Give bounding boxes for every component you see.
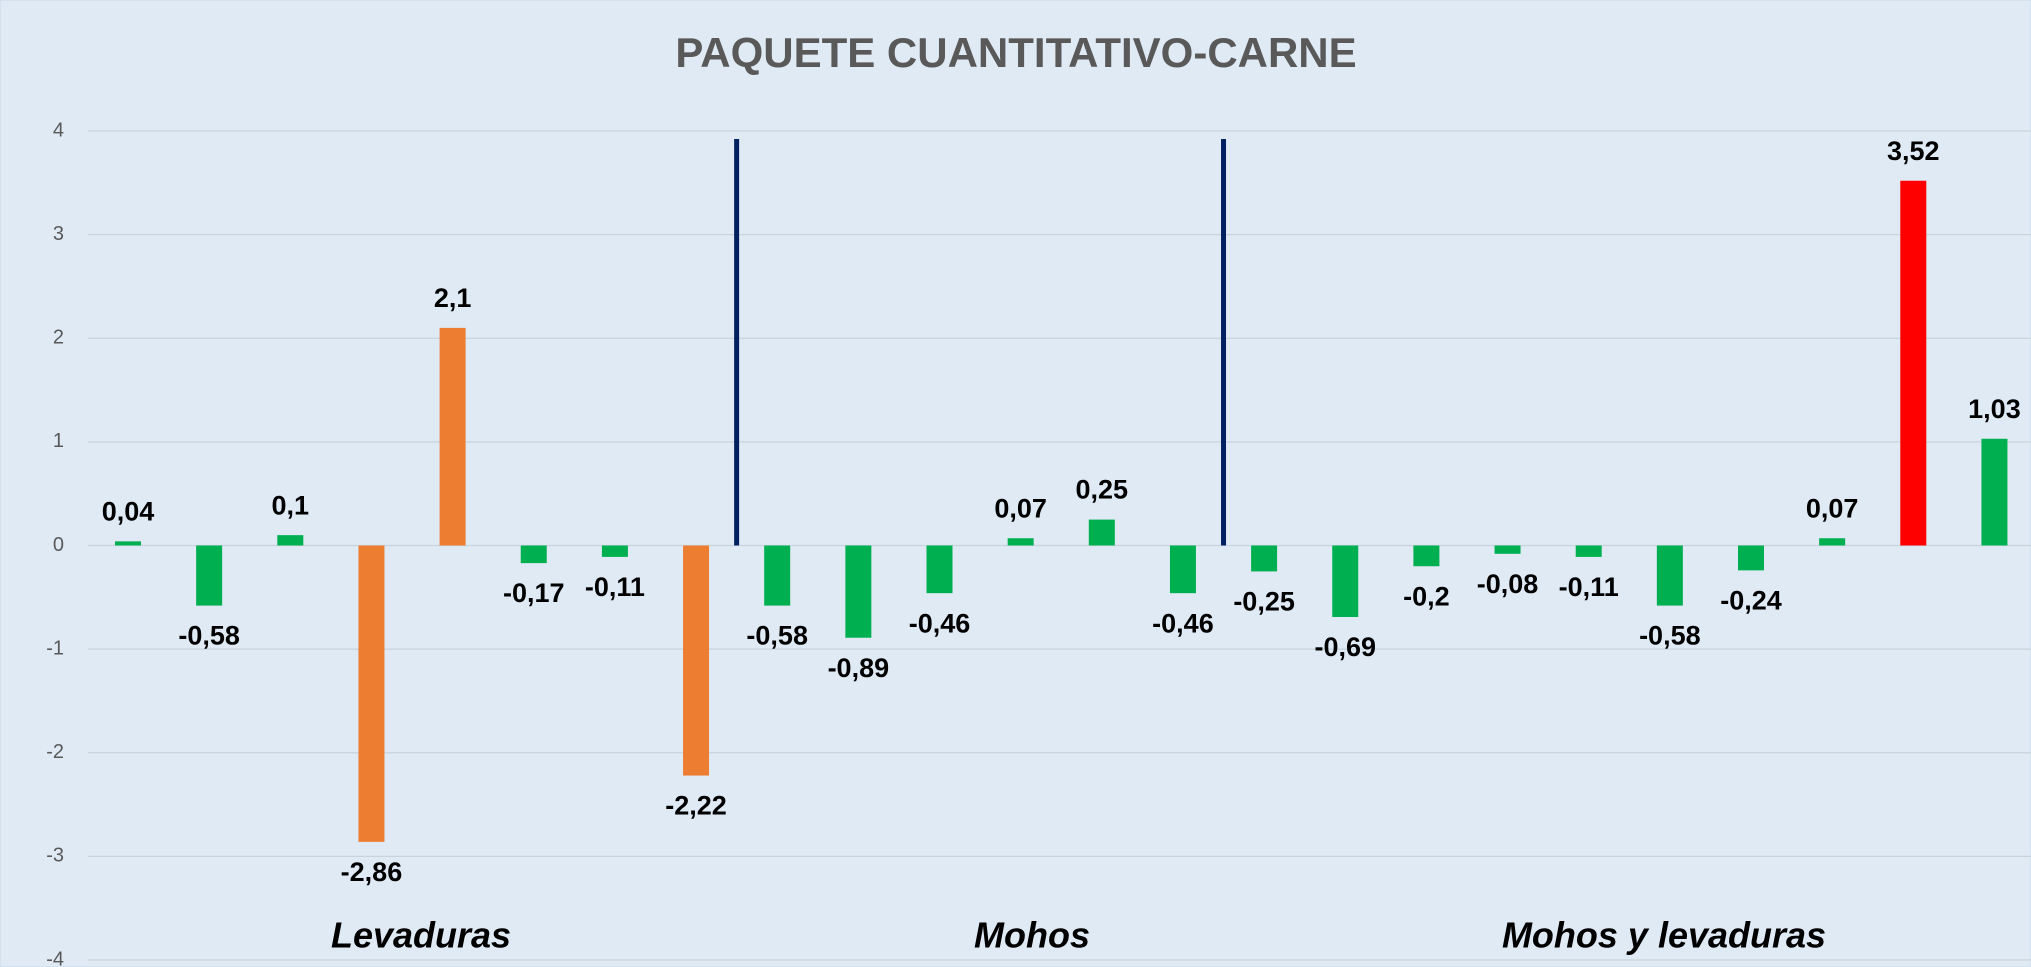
bar bbox=[277, 535, 304, 546]
value-label: -0,69 bbox=[1314, 632, 1376, 662]
value-label: -0,58 bbox=[1639, 621, 1701, 651]
y-tick-label: 1 bbox=[53, 430, 64, 452]
bar bbox=[1007, 538, 1034, 546]
group-label: Mohos bbox=[974, 915, 1090, 956]
value-label: 2,1 bbox=[434, 283, 472, 313]
value-label: -0,2 bbox=[1403, 581, 1450, 611]
bar bbox=[520, 545, 547, 564]
y-tick-label: -2 bbox=[46, 741, 64, 763]
value-label: -0,11 bbox=[585, 572, 645, 602]
bar bbox=[1575, 545, 1602, 557]
value-label: -2,86 bbox=[341, 857, 403, 887]
bar bbox=[1819, 538, 1846, 546]
value-label: -0,11 bbox=[1559, 572, 1619, 602]
value-label: -0,46 bbox=[909, 608, 971, 638]
bar bbox=[358, 545, 385, 842]
bar bbox=[1332, 545, 1359, 618]
value-label: -0,58 bbox=[178, 621, 240, 651]
y-tick-label: 4 bbox=[53, 119, 64, 141]
bar bbox=[1169, 545, 1196, 594]
value-label: -0,08 bbox=[1477, 569, 1539, 599]
value-label: 3,52 bbox=[1887, 136, 1940, 166]
bar bbox=[764, 545, 791, 606]
value-label: -2,22 bbox=[665, 791, 727, 821]
bar bbox=[1494, 545, 1521, 554]
value-label: 0,04 bbox=[102, 496, 155, 526]
bar bbox=[439, 327, 466, 546]
value-label: 1,03 bbox=[1968, 394, 2021, 424]
y-tick-label: -1 bbox=[46, 637, 64, 659]
bar bbox=[601, 545, 628, 557]
bar bbox=[196, 545, 223, 606]
bar bbox=[683, 545, 710, 776]
value-label: 0,07 bbox=[1806, 493, 1859, 523]
y-tick-label: 3 bbox=[53, 223, 64, 245]
bar bbox=[1900, 180, 1927, 546]
value-label: 0,25 bbox=[1076, 475, 1129, 505]
value-label: -0,46 bbox=[1152, 608, 1214, 638]
y-tick-label: -3 bbox=[46, 845, 64, 867]
y-tick-label: -4 bbox=[46, 948, 64, 967]
value-label: -0,58 bbox=[746, 621, 808, 651]
bar bbox=[115, 541, 141, 546]
bar bbox=[845, 545, 872, 638]
group-label: Mohos y levaduras bbox=[1502, 915, 1826, 956]
bar bbox=[1656, 545, 1683, 606]
y-tick-label: 0 bbox=[53, 534, 64, 556]
y-tick-label: 2 bbox=[53, 327, 64, 349]
value-label: 0,07 bbox=[994, 493, 1047, 523]
value-label: 0,1 bbox=[272, 490, 310, 520]
bar bbox=[1088, 519, 1115, 546]
bar bbox=[1738, 545, 1764, 571]
bar bbox=[1981, 438, 2008, 546]
bar bbox=[1413, 545, 1440, 567]
value-label: -0,17 bbox=[503, 578, 565, 608]
chart-title: PAQUETE CUANTITATIVO-CARNE bbox=[675, 29, 1356, 76]
group-label: Levaduras bbox=[331, 915, 511, 956]
bar bbox=[926, 545, 953, 594]
bar bbox=[1251, 545, 1278, 572]
value-label: -0,24 bbox=[1720, 585, 1782, 615]
value-label: -0,25 bbox=[1233, 587, 1295, 617]
value-label: -0,89 bbox=[828, 653, 890, 683]
